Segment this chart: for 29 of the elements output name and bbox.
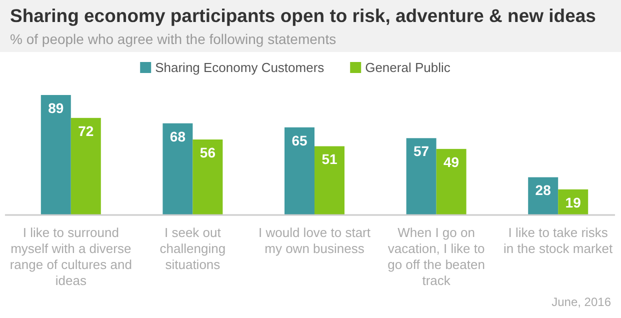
x-tick-label: I like to surround myself with a diverse range of cultures and ideas (10, 225, 132, 288)
data-label: 51 (322, 151, 338, 168)
text: June, 2016 (552, 295, 612, 309)
data-label: 49 (444, 154, 460, 170)
chart-title: Sharing economy participants open to risk, adventure & new ideas (10, 5, 596, 26)
x-tick-label: I like to take risks in the stock market (504, 225, 614, 256)
chart-subtitle: % of people who agree with the following statements (10, 31, 336, 47)
bar (314, 146, 344, 215)
data-label: 68 (170, 128, 186, 144)
x-tick-label: When I go on vacation, I like to go off the beaten track (388, 225, 485, 288)
bar (70, 118, 101, 215)
data-label: 65 (292, 132, 308, 148)
bar (528, 177, 558, 215)
data-label: 72 (78, 122, 94, 139)
legend-label: Sharing Economy Customers (155, 60, 325, 75)
bar (406, 138, 436, 215)
data-label: 89 (48, 100, 64, 116)
bar (192, 139, 223, 215)
data-label: 57 (414, 143, 430, 160)
x-tick-label: I seek out challenging situations (160, 225, 226, 272)
data-label: 28 (535, 182, 552, 198)
bar (436, 148, 466, 215)
legend-label: General Public (365, 60, 451, 75)
data-label: 56 (200, 144, 216, 160)
bar (40, 95, 71, 215)
data-label: 19 (565, 194, 582, 210)
x-tick-label: I would love to start my own business (258, 225, 371, 256)
bar (162, 123, 193, 215)
bar (284, 127, 314, 215)
